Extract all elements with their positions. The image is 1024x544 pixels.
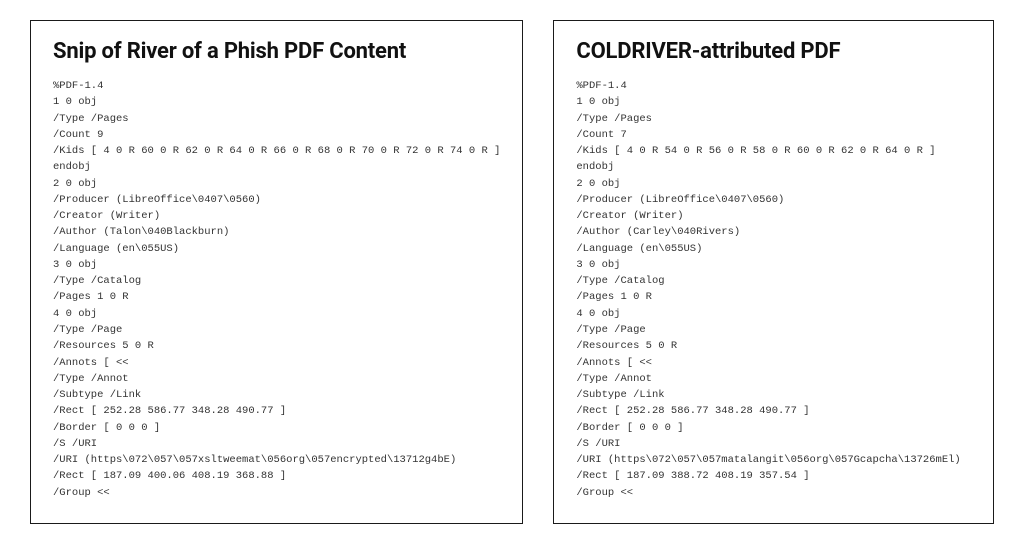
- right-panel: COLDRIVER-attributed PDF %PDF-1.4 1 0 ob…: [553, 20, 994, 524]
- left-title: Snip of River of a Phish PDF Content: [53, 39, 500, 64]
- right-title: COLDRIVER-attributed PDF: [576, 39, 971, 64]
- left-panel: Snip of River of a Phish PDF Content %PD…: [30, 20, 523, 524]
- comparison-wrap: Snip of River of a Phish PDF Content %PD…: [30, 20, 994, 524]
- left-code-block: %PDF-1.4 1 0 obj /Type /Pages /Count 9 /…: [53, 78, 500, 501]
- right-code-block: %PDF-1.4 1 0 obj /Type /Pages /Count 7 /…: [576, 78, 971, 501]
